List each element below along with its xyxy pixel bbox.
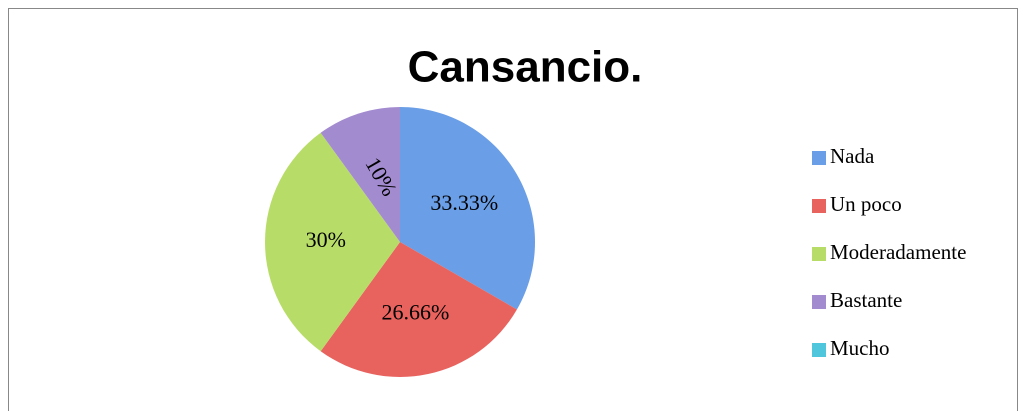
chart-title: Cansancio. (408, 43, 643, 92)
legend-label: Un poco (830, 192, 902, 216)
legend-label: Moderadamente (830, 240, 966, 264)
pie-slice (400, 107, 535, 310)
legend-label: Bastante (830, 288, 902, 312)
data-label: 26.66% (382, 300, 450, 325)
legend-swatch (812, 199, 826, 213)
legend-label: Mucho (830, 336, 890, 360)
legend-swatch (812, 295, 826, 309)
legend-swatch (812, 247, 826, 261)
pie-slice (320, 242, 517, 378)
pie-slice (265, 132, 400, 352)
pie-slice (320, 107, 400, 242)
legend-label: Nada (830, 144, 875, 168)
data-label: 33.33% (430, 190, 498, 215)
legend-swatch (812, 151, 826, 165)
legend-swatch (812, 343, 826, 357)
data-label: 30% (306, 227, 346, 252)
